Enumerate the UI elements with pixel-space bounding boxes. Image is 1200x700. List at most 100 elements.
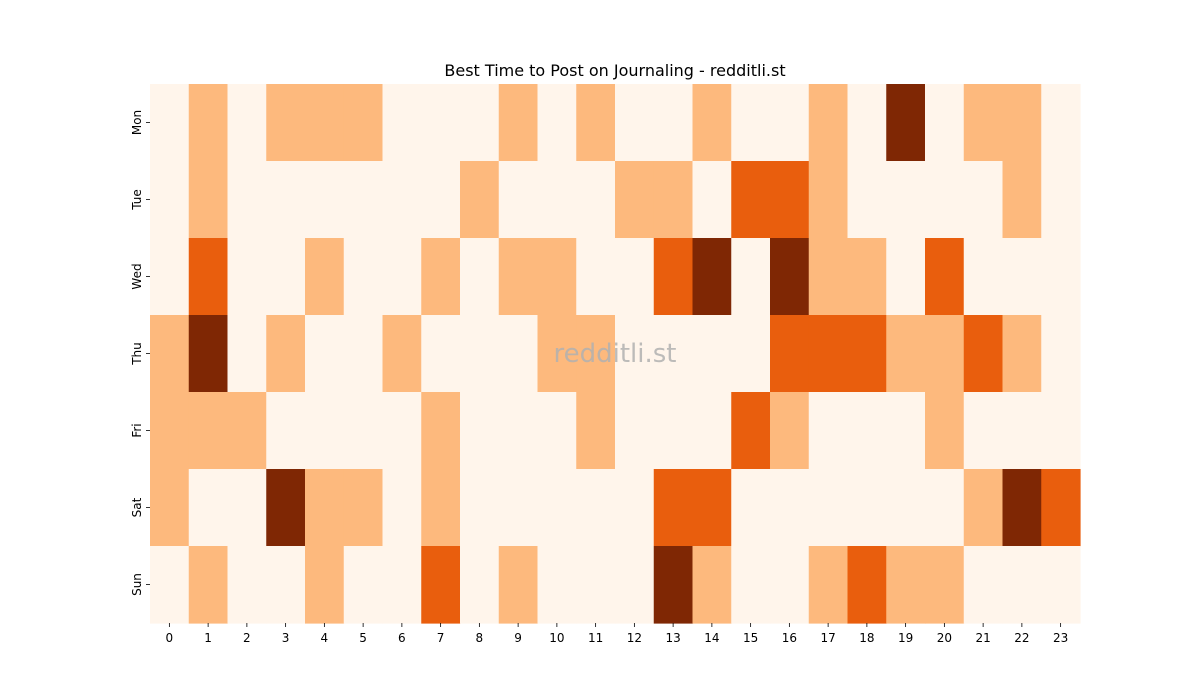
heatmap-cell-tue-2 bbox=[227, 161, 267, 239]
heatmap-cell-wed-5 bbox=[343, 238, 384, 316]
heatmap-cell-mon-16 bbox=[770, 84, 810, 162]
x-tick-label: 0 bbox=[166, 631, 174, 645]
heatmap-cell-tue-17 bbox=[808, 161, 849, 239]
x-tick-label: 4 bbox=[321, 631, 329, 645]
heatmap-cell-tue-20 bbox=[925, 161, 965, 239]
heatmap-cell-wed-8 bbox=[460, 238, 500, 316]
heatmap-cell-fri-0 bbox=[150, 392, 190, 470]
heatmap-cell-thu-15 bbox=[731, 315, 771, 393]
heatmap-cell-mon-11 bbox=[576, 84, 616, 162]
heatmap-cell-thu-1 bbox=[188, 315, 229, 393]
heatmap-cell-sat-9 bbox=[498, 469, 539, 547]
heatmap-cell-mon-15 bbox=[731, 84, 771, 162]
heatmap-cell-wed-18 bbox=[847, 238, 887, 316]
heatmap-cell-fri-1 bbox=[188, 392, 229, 470]
heatmap-cell-tue-18 bbox=[847, 161, 887, 239]
heatmap-cell-fri-10 bbox=[537, 392, 577, 470]
x-tick-label: 15 bbox=[743, 631, 758, 645]
heatmap-cell-sun-1 bbox=[188, 546, 229, 624]
heatmap-cell-mon-13 bbox=[653, 84, 694, 162]
heatmap-cell-mon-7 bbox=[421, 84, 461, 162]
heatmap-cells bbox=[150, 84, 1081, 624]
x-tick-label: 17 bbox=[820, 631, 835, 645]
heatmap-cell-tue-8 bbox=[460, 161, 500, 239]
heatmap-cell-sat-4 bbox=[305, 469, 345, 547]
heatmap-cell-thu-6 bbox=[382, 315, 422, 393]
heatmap-cell-thu-23 bbox=[1041, 315, 1081, 393]
heatmap-cell-thu-14 bbox=[692, 315, 732, 393]
heatmap-cell-sat-17 bbox=[808, 469, 849, 547]
heatmap-cell-wed-16 bbox=[770, 238, 810, 316]
heatmap-cell-fri-15 bbox=[731, 392, 771, 470]
heatmap-cell-fri-5 bbox=[343, 392, 384, 470]
heatmap-cell-fri-2 bbox=[227, 392, 267, 470]
heatmap-cell-wed-1 bbox=[188, 238, 229, 316]
heatmap-cell-wed-3 bbox=[266, 238, 306, 316]
heatmap-cell-sat-2 bbox=[227, 469, 267, 547]
heatmap-cell-sat-13 bbox=[653, 469, 694, 547]
heatmap-cell-wed-17 bbox=[808, 238, 849, 316]
heatmap-cell-sun-21 bbox=[963, 546, 1004, 624]
heatmap-cell-tue-12 bbox=[615, 161, 655, 239]
heatmap-cell-sun-6 bbox=[382, 546, 422, 624]
heatmap-cell-wed-15 bbox=[731, 238, 771, 316]
heatmap-cell-sat-6 bbox=[382, 469, 422, 547]
heatmap-cell-mon-6 bbox=[382, 84, 422, 162]
heatmap-cell-fri-13 bbox=[653, 392, 694, 470]
heatmap-cell-tue-1 bbox=[188, 161, 229, 239]
x-tick-label: 11 bbox=[588, 631, 603, 645]
heatmap-cell-sat-12 bbox=[615, 469, 655, 547]
heatmap-cell-sat-20 bbox=[925, 469, 965, 547]
x-tick-label: 21 bbox=[975, 631, 990, 645]
heatmap-cell-mon-10 bbox=[537, 84, 577, 162]
heatmap-cell-tue-19 bbox=[886, 161, 926, 239]
heatmap-cell-tue-14 bbox=[692, 161, 732, 239]
heatmap-cell-sat-18 bbox=[847, 469, 887, 547]
heatmap-cell-fri-8 bbox=[460, 392, 500, 470]
heatmap-cell-tue-4 bbox=[305, 161, 345, 239]
heatmap-cell-fri-3 bbox=[266, 392, 306, 470]
heatmap-cell-sat-3 bbox=[266, 469, 306, 547]
heatmap-cell-mon-18 bbox=[847, 84, 887, 162]
heatmap-cell-thu-7 bbox=[421, 315, 461, 393]
heatmap-cell-wed-13 bbox=[653, 238, 694, 316]
heatmap-cell-sat-15 bbox=[731, 469, 771, 547]
heatmap-cell-sat-14 bbox=[692, 469, 732, 547]
heatmap-cell-mon-19 bbox=[886, 84, 926, 162]
heatmap-cell-tue-16 bbox=[770, 161, 810, 239]
heatmap-cell-mon-21 bbox=[963, 84, 1004, 162]
heatmap-cell-wed-7 bbox=[421, 238, 461, 316]
y-tick-label: Mon bbox=[130, 110, 144, 135]
heatmap-cell-tue-6 bbox=[382, 161, 422, 239]
heatmap-cell-sun-22 bbox=[1002, 546, 1042, 624]
heatmap-cell-sun-5 bbox=[343, 546, 384, 624]
heatmap-cell-sun-20 bbox=[925, 546, 965, 624]
heatmap-cell-sun-23 bbox=[1041, 546, 1081, 624]
heatmap-cell-sat-7 bbox=[421, 469, 461, 547]
heatmap-cell-wed-9 bbox=[498, 238, 539, 316]
heatmap-cell-sat-11 bbox=[576, 469, 616, 547]
heatmap-cell-sat-16 bbox=[770, 469, 810, 547]
x-tick-label: 7 bbox=[437, 631, 445, 645]
heatmap-cell-thu-21 bbox=[963, 315, 1004, 393]
heatmap-cell-mon-20 bbox=[925, 84, 965, 162]
heatmap-cell-fri-23 bbox=[1041, 392, 1081, 470]
y-tick-label: Sun bbox=[130, 573, 144, 596]
heatmap-cell-fri-16 bbox=[770, 392, 810, 470]
x-tick-label: 10 bbox=[549, 631, 564, 645]
heatmap-cell-mon-4 bbox=[305, 84, 345, 162]
heatmap-cell-fri-19 bbox=[886, 392, 926, 470]
x-tick-label: 1 bbox=[204, 631, 212, 645]
heatmap-cell-mon-17 bbox=[808, 84, 849, 162]
heatmap-cell-mon-2 bbox=[227, 84, 267, 162]
heatmap-cell-mon-9 bbox=[498, 84, 539, 162]
heatmap-cell-sat-10 bbox=[537, 469, 577, 547]
heatmap-cell-thu-5 bbox=[343, 315, 384, 393]
heatmap-cell-mon-3 bbox=[266, 84, 306, 162]
heatmap-cell-fri-14 bbox=[692, 392, 732, 470]
heatmap-cell-mon-12 bbox=[615, 84, 655, 162]
heatmap-cell-thu-10 bbox=[537, 315, 577, 393]
heatmap-cell-sun-3 bbox=[266, 546, 306, 624]
heatmap-cell-thu-12 bbox=[615, 315, 655, 393]
heatmap-cell-wed-12 bbox=[615, 238, 655, 316]
